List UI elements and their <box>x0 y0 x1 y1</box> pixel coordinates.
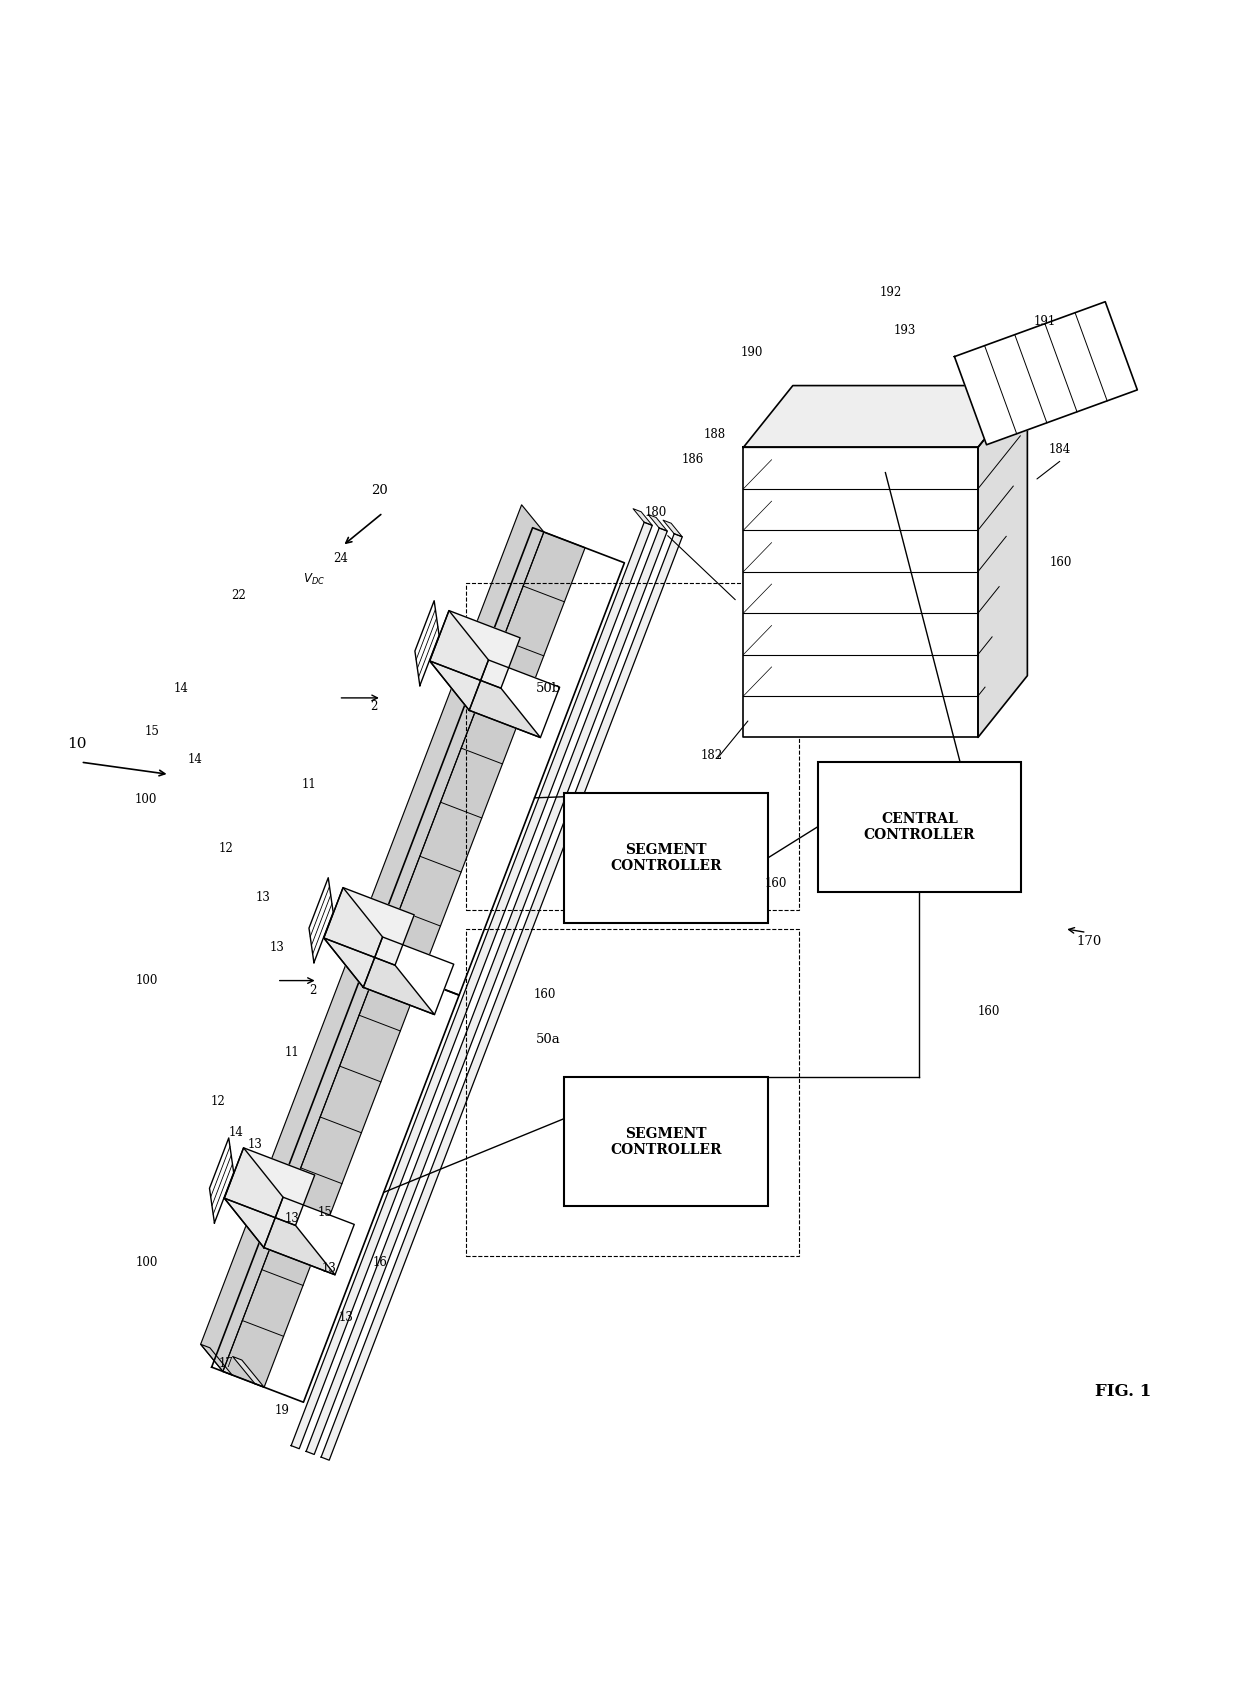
Polygon shape <box>264 1196 355 1274</box>
Text: 2: 2 <box>371 701 378 713</box>
Text: 182: 182 <box>701 750 723 762</box>
Bar <box>564 1078 768 1207</box>
Polygon shape <box>291 523 652 1449</box>
Text: 11: 11 <box>301 777 316 791</box>
Text: 2: 2 <box>309 984 316 996</box>
Text: 170: 170 <box>1076 935 1102 947</box>
Polygon shape <box>224 1147 283 1247</box>
Text: 193: 193 <box>894 324 916 336</box>
Text: SEGMENT
CONTROLLER: SEGMENT CONTROLLER <box>610 1127 722 1157</box>
Text: 14: 14 <box>228 1125 243 1139</box>
Bar <box>564 792 768 923</box>
Text: 13: 13 <box>284 1212 299 1225</box>
Polygon shape <box>212 961 459 1402</box>
Text: 13: 13 <box>247 1139 262 1151</box>
Text: 188: 188 <box>704 428 727 441</box>
Polygon shape <box>378 531 585 981</box>
Text: 186: 186 <box>682 453 704 467</box>
Text: 191: 191 <box>1033 316 1055 328</box>
Text: 100: 100 <box>135 792 157 806</box>
Text: 160: 160 <box>1049 555 1071 568</box>
Text: 192: 192 <box>879 287 901 299</box>
Text: 24: 24 <box>334 552 348 565</box>
Text: SEGMENT
CONTROLLER: SEGMENT CONTROLLER <box>610 843 722 872</box>
Text: 100: 100 <box>136 1256 159 1269</box>
Polygon shape <box>201 1344 232 1375</box>
Text: CENTRAL
CONTROLLER: CENTRAL CONTROLLER <box>863 811 975 842</box>
Text: 22: 22 <box>231 589 246 602</box>
Polygon shape <box>306 528 667 1454</box>
Polygon shape <box>356 937 388 967</box>
Text: 15: 15 <box>145 725 160 738</box>
Polygon shape <box>324 938 434 1015</box>
Text: 11: 11 <box>284 1045 299 1059</box>
Text: 16: 16 <box>373 1256 388 1269</box>
Text: 100: 100 <box>136 974 159 988</box>
Text: 160: 160 <box>533 988 556 1001</box>
Polygon shape <box>309 877 334 962</box>
Text: 17: 17 <box>218 1358 233 1369</box>
Polygon shape <box>210 1139 233 1224</box>
Text: 12: 12 <box>218 842 233 855</box>
Text: 13: 13 <box>255 891 270 905</box>
Polygon shape <box>324 888 383 988</box>
Text: FIG. 1: FIG. 1 <box>1095 1383 1152 1400</box>
Text: 15: 15 <box>317 1207 332 1218</box>
Polygon shape <box>321 535 682 1459</box>
Text: 20: 20 <box>371 484 388 497</box>
Polygon shape <box>978 385 1028 738</box>
Polygon shape <box>663 521 682 536</box>
Bar <box>466 584 799 910</box>
Polygon shape <box>324 888 414 966</box>
Polygon shape <box>224 1198 335 1274</box>
Polygon shape <box>744 385 1028 448</box>
Text: 160: 160 <box>978 1005 1001 1018</box>
Polygon shape <box>388 949 420 981</box>
Text: 184: 184 <box>1048 443 1070 456</box>
Text: 13: 13 <box>339 1312 353 1324</box>
Polygon shape <box>367 528 625 994</box>
Polygon shape <box>233 1356 264 1386</box>
Polygon shape <box>634 509 652 526</box>
Text: 50b: 50b <box>536 682 562 694</box>
Polygon shape <box>430 660 541 738</box>
Text: 12: 12 <box>210 1095 224 1108</box>
Polygon shape <box>649 514 667 531</box>
Text: 13: 13 <box>269 940 284 954</box>
Text: 14: 14 <box>174 682 188 694</box>
Text: 10: 10 <box>67 736 87 750</box>
Polygon shape <box>955 302 1137 445</box>
Polygon shape <box>469 660 559 738</box>
Text: $V_{DC}$: $V_{DC}$ <box>303 572 325 587</box>
Text: 13: 13 <box>321 1261 336 1274</box>
Text: 19: 19 <box>274 1403 289 1417</box>
Bar <box>817 762 1022 891</box>
Text: 50a: 50a <box>536 1033 560 1047</box>
Text: 180: 180 <box>645 506 667 519</box>
Polygon shape <box>744 448 978 738</box>
Polygon shape <box>224 1147 315 1225</box>
Polygon shape <box>223 964 420 1386</box>
Text: 14: 14 <box>188 753 203 765</box>
Text: 190: 190 <box>742 346 764 358</box>
Text: 160: 160 <box>764 877 787 889</box>
Polygon shape <box>201 937 378 1371</box>
Polygon shape <box>430 611 489 711</box>
Bar <box>466 928 799 1256</box>
Polygon shape <box>415 601 439 686</box>
Polygon shape <box>430 611 520 689</box>
Polygon shape <box>356 504 544 964</box>
Polygon shape <box>363 937 454 1015</box>
